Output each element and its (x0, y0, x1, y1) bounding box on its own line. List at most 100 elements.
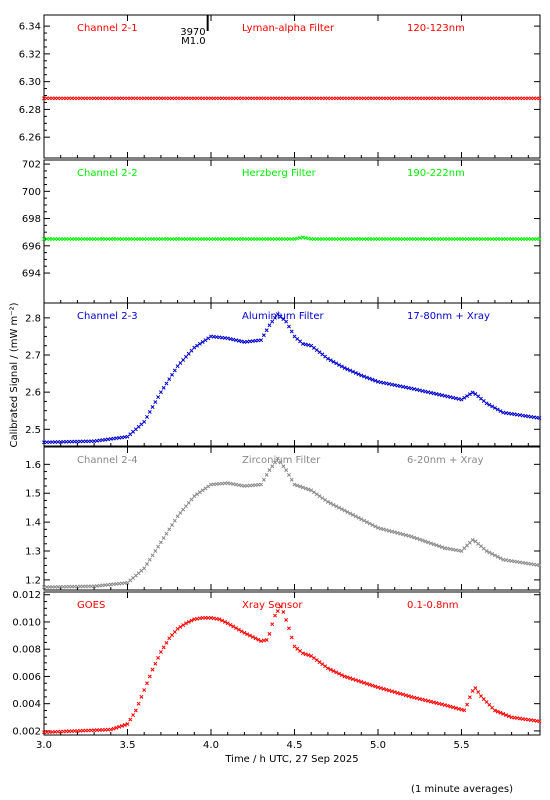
data-point (261, 638, 266, 643)
data-point (264, 472, 269, 477)
data-point (153, 549, 158, 553)
data-point (351, 677, 355, 682)
data-point (392, 530, 397, 535)
data-point (334, 361, 339, 366)
y-tick-label-2: 702 (22, 160, 41, 171)
data-point (236, 627, 241, 632)
data-point (495, 554, 500, 559)
data-point (440, 545, 444, 550)
y-tick-label-4: 1.5 (25, 489, 41, 500)
data-point (339, 673, 344, 678)
data-point (337, 362, 341, 367)
data-point (203, 338, 208, 343)
data-point (228, 336, 233, 341)
data-point (506, 411, 511, 416)
data-point (442, 393, 447, 398)
data-point (518, 413, 522, 418)
data-point (378, 380, 383, 385)
data-point (298, 235, 303, 240)
data-point (420, 538, 425, 543)
data-point (220, 618, 225, 623)
data-point (345, 675, 350, 680)
data-point (367, 376, 372, 381)
panel-channel-label: GOES (77, 600, 105, 611)
data-point (248, 633, 252, 638)
data-point (376, 379, 380, 384)
panel-channel-label: Channel 2-2 (77, 168, 138, 179)
x-tick-label: 4.5 (287, 740, 303, 751)
data-point (356, 372, 361, 377)
data-point (487, 702, 492, 707)
data-point (453, 396, 458, 401)
data-point (492, 405, 497, 410)
data-point (384, 381, 389, 386)
y-tick-label-4: 1.6 (25, 460, 41, 471)
data-point (462, 708, 467, 713)
data-point (267, 323, 272, 328)
data-point (175, 626, 180, 631)
data-point (286, 472, 291, 477)
data-point (167, 377, 172, 382)
flare-annotation-label: 3970 (180, 27, 205, 38)
data-point (195, 343, 200, 348)
data-point (158, 649, 163, 654)
data-point (178, 361, 183, 366)
data-point (467, 540, 472, 545)
data-point (156, 395, 161, 400)
data-point (353, 514, 358, 519)
data-point (231, 624, 236, 629)
data-point (442, 703, 447, 707)
series-3 (42, 312, 542, 445)
data-point (376, 525, 380, 530)
panel-frame-5 (43, 591, 541, 736)
data-point (512, 412, 517, 417)
data-point (278, 460, 283, 465)
data-point (529, 562, 534, 566)
data-point (364, 375, 369, 380)
data-point (281, 610, 286, 614)
data-point (362, 680, 367, 685)
data-point (448, 547, 453, 552)
data-point (270, 622, 275, 627)
y-tick-label-4: 1.4 (25, 518, 41, 529)
data-point (481, 697, 486, 702)
y-tick-label-1: 6.26 (19, 133, 41, 144)
data-point (342, 674, 347, 679)
data-point (515, 412, 520, 417)
data-point (501, 557, 506, 562)
data-point (239, 629, 244, 634)
data-point (303, 235, 308, 240)
data-point (412, 695, 417, 700)
data-point (445, 394, 450, 399)
data-point (362, 374, 367, 379)
data-point (428, 699, 433, 704)
data-point (342, 366, 347, 370)
data-point (445, 703, 450, 708)
y-tick-label-3: 2.6 (25, 388, 41, 399)
data-point (234, 626, 239, 631)
data-point (412, 535, 417, 540)
data-point (178, 511, 183, 515)
data-point (256, 637, 261, 642)
data-point (314, 492, 319, 497)
data-point (387, 528, 392, 533)
data-point (515, 559, 520, 564)
data-point (420, 697, 425, 702)
data-point (175, 364, 180, 369)
data-point (348, 368, 353, 373)
data-point (295, 483, 300, 488)
y-tick-label-3: 2.5 (25, 425, 41, 436)
data-point (161, 645, 166, 650)
data-point (534, 415, 539, 420)
data-point (406, 385, 411, 390)
data-point (292, 237, 297, 241)
data-point (142, 419, 147, 424)
data-point (286, 626, 291, 631)
data-point (456, 396, 461, 401)
data-point (381, 380, 386, 385)
panel-filter-label: Herzberg Filter (242, 168, 317, 179)
data-point (334, 670, 339, 675)
data-point (440, 702, 444, 707)
data-point (345, 367, 350, 372)
data-point (378, 526, 383, 531)
